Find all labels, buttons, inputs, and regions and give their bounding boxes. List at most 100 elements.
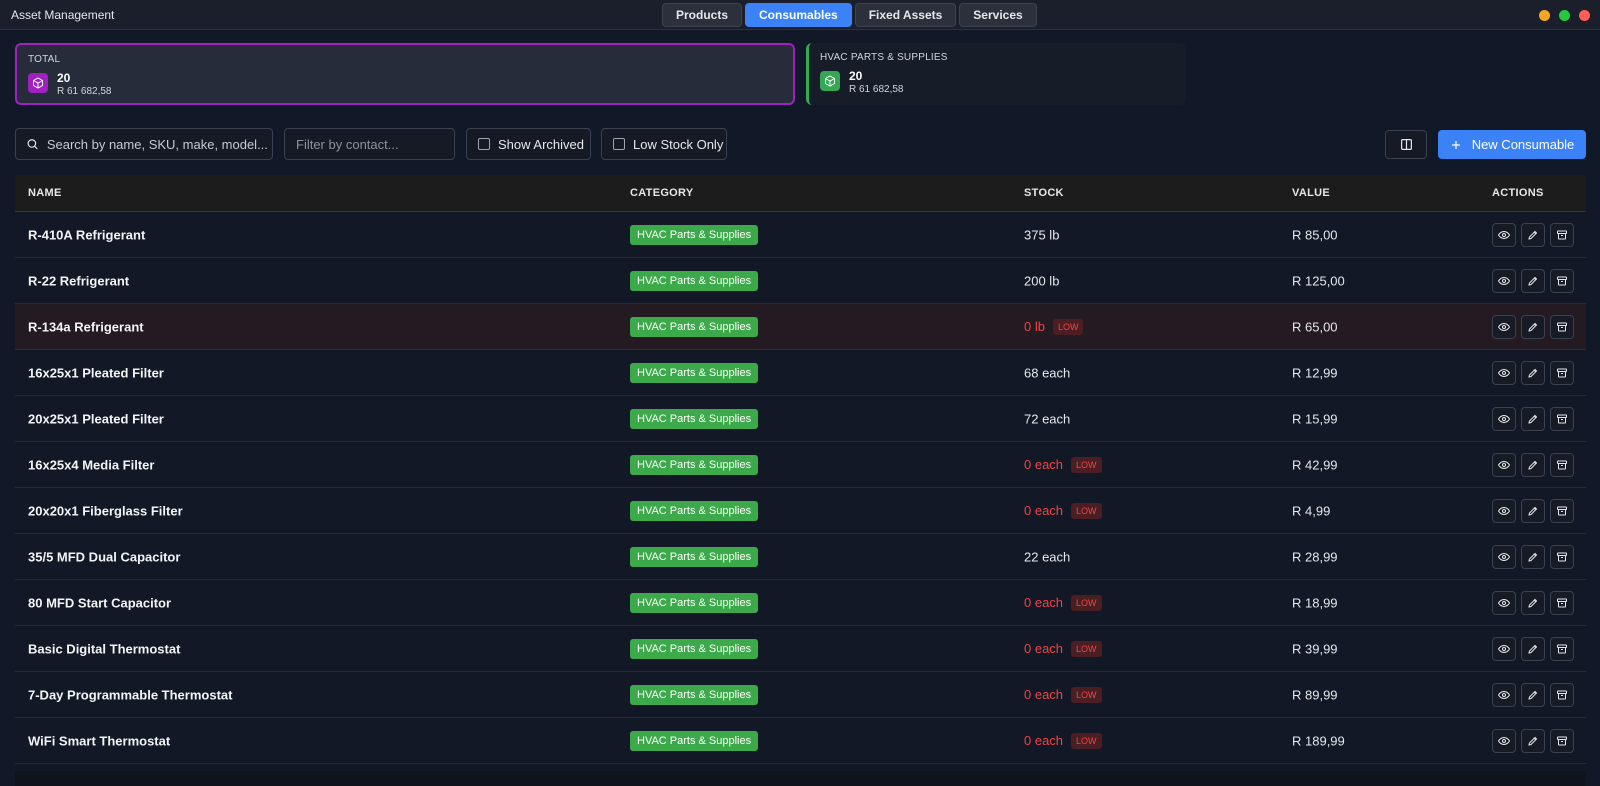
table-row[interactable]: 20x25x1 Pleated Filter HVAC Parts & Supp… bbox=[15, 396, 1586, 442]
contact-filter-input[interactable] bbox=[296, 136, 454, 152]
archive-button[interactable] bbox=[1550, 636, 1574, 661]
view-button[interactable] bbox=[1492, 498, 1516, 523]
edit-button[interactable] bbox=[1521, 222, 1545, 247]
view-button[interactable] bbox=[1492, 360, 1516, 385]
column-layout-button[interactable] bbox=[1385, 130, 1427, 159]
view-button[interactable] bbox=[1492, 590, 1516, 615]
low-stock-label: Low Stock Only bbox=[633, 136, 724, 152]
row-stock: 0 each LOW bbox=[1024, 502, 1102, 519]
row-value: R 125,00 bbox=[1292, 273, 1345, 288]
table-row[interactable]: R-410A Refrigerant HVAC Parts & Supplies… bbox=[15, 212, 1586, 258]
archive-button[interactable] bbox=[1550, 406, 1574, 431]
tab-services[interactable]: Services bbox=[959, 3, 1037, 27]
row-name: R-410A Refrigerant bbox=[28, 227, 146, 242]
eye-icon bbox=[1498, 689, 1510, 701]
header-name[interactable]: NAME bbox=[28, 187, 62, 199]
table-row[interactable]: R-22 Refrigerant HVAC Parts & Supplies 2… bbox=[15, 258, 1586, 304]
summary-card-total[interactable]: TOTAL 20 R 61 682,58 bbox=[15, 43, 795, 105]
row-name: 16x25x4 Media Filter bbox=[28, 457, 155, 472]
edit-button[interactable] bbox=[1521, 544, 1545, 569]
edit-button[interactable] bbox=[1521, 360, 1545, 385]
table-row[interactable]: 7-Day Programmable Thermostat HVAC Parts… bbox=[15, 672, 1586, 718]
archive-icon bbox=[1556, 229, 1568, 241]
maximize-button[interactable] bbox=[1559, 10, 1570, 21]
row-value: R 28,99 bbox=[1292, 549, 1338, 564]
header-actions: ACTIONS bbox=[1492, 187, 1544, 199]
eye-icon bbox=[1498, 735, 1510, 747]
view-button[interactable] bbox=[1492, 682, 1516, 707]
row-stock: 0 each LOW bbox=[1024, 732, 1102, 749]
edit-button[interactable] bbox=[1521, 406, 1545, 431]
view-button[interactable] bbox=[1492, 636, 1516, 661]
row-category: HVAC Parts & Supplies bbox=[630, 224, 759, 245]
view-button[interactable] bbox=[1492, 452, 1516, 477]
archive-button[interactable] bbox=[1550, 452, 1574, 477]
row-stock: 22 each bbox=[1024, 549, 1070, 564]
edit-button[interactable] bbox=[1521, 682, 1545, 707]
view-button[interactable] bbox=[1492, 268, 1516, 293]
header-category[interactable]: CATEGORY bbox=[630, 187, 694, 199]
row-actions bbox=[1492, 498, 1574, 523]
table-row[interactable]: 35/5 MFD Dual Capacitor HVAC Parts & Sup… bbox=[15, 534, 1586, 580]
view-button[interactable] bbox=[1492, 222, 1516, 247]
tab-fixed-assets[interactable]: Fixed Assets bbox=[854, 3, 957, 27]
show-archived-checkbox[interactable] bbox=[478, 138, 490, 150]
row-stock: 0 each LOW bbox=[1024, 594, 1102, 611]
view-button[interactable] bbox=[1492, 544, 1516, 569]
edit-button[interactable] bbox=[1521, 268, 1545, 293]
edit-button[interactable] bbox=[1521, 590, 1545, 615]
archive-button[interactable] bbox=[1550, 314, 1574, 339]
archive-button[interactable] bbox=[1550, 498, 1574, 523]
archive-button[interactable] bbox=[1550, 544, 1574, 569]
search-input[interactable] bbox=[46, 136, 272, 152]
row-actions bbox=[1492, 406, 1574, 431]
archive-button[interactable] bbox=[1550, 222, 1574, 247]
new-consumable-button[interactable]: New Consumable bbox=[1438, 130, 1586, 159]
edit-button[interactable] bbox=[1521, 314, 1545, 339]
row-name: WiFi Smart Thermostat bbox=[28, 733, 171, 748]
header-value[interactable]: VALUE bbox=[1292, 187, 1330, 199]
table-row[interactable]: 20x20x1 Fiberglass Filter HVAC Parts & S… bbox=[15, 488, 1586, 534]
row-stock: 68 each bbox=[1024, 365, 1070, 380]
table-body: R-410A Refrigerant HVAC Parts & Supplies… bbox=[15, 212, 1586, 764]
pencil-icon bbox=[1527, 275, 1539, 287]
view-button[interactable] bbox=[1492, 314, 1516, 339]
edit-button[interactable] bbox=[1521, 498, 1545, 523]
low-stock-badge: LOW bbox=[1071, 640, 1102, 657]
edit-button[interactable] bbox=[1521, 728, 1545, 753]
close-button[interactable] bbox=[1579, 10, 1590, 21]
row-name: 20x20x1 Fiberglass Filter bbox=[28, 503, 183, 518]
tab-consumables[interactable]: Consumables bbox=[745, 3, 852, 27]
pencil-icon bbox=[1527, 735, 1539, 747]
archive-button[interactable] bbox=[1550, 268, 1574, 293]
stock-text: 0 each bbox=[1024, 733, 1064, 748]
summary-card-hvac[interactable]: HVAC PARTS & SUPPLIES 20 R 61 682,58 bbox=[806, 43, 1186, 105]
view-button[interactable] bbox=[1492, 728, 1516, 753]
table-row[interactable]: 80 MFD Start Capacitor HVAC Parts & Supp… bbox=[15, 580, 1586, 626]
category-badge: HVAC Parts & Supplies bbox=[630, 730, 759, 751]
low-stock-toggle[interactable]: Low Stock Only bbox=[601, 128, 727, 160]
table-row[interactable]: 16x25x1 Pleated Filter HVAC Parts & Supp… bbox=[15, 350, 1586, 396]
table-row[interactable]: 16x25x4 Media Filter HVAC Parts & Suppli… bbox=[15, 442, 1586, 488]
table-row[interactable]: Basic Digital Thermostat HVAC Parts & Su… bbox=[15, 626, 1586, 672]
archive-button[interactable] bbox=[1550, 728, 1574, 753]
archive-button[interactable] bbox=[1550, 360, 1574, 385]
low-stock-checkbox[interactable] bbox=[613, 138, 625, 150]
tab-products[interactable]: Products bbox=[662, 3, 743, 27]
archive-button[interactable] bbox=[1550, 682, 1574, 707]
eye-icon bbox=[1498, 275, 1510, 287]
view-button[interactable] bbox=[1492, 406, 1516, 431]
edit-button[interactable] bbox=[1521, 452, 1545, 477]
archive-icon bbox=[1556, 367, 1568, 379]
card-label: TOTAL bbox=[28, 54, 61, 65]
table-row[interactable]: R-134a Refrigerant HVAC Parts & Supplies… bbox=[15, 304, 1586, 350]
row-category: HVAC Parts & Supplies bbox=[630, 316, 759, 337]
category-badge: HVAC Parts & Supplies bbox=[630, 500, 759, 521]
header-stock[interactable]: STOCK bbox=[1024, 187, 1064, 199]
edit-button[interactable] bbox=[1521, 636, 1545, 661]
show-archived-toggle[interactable]: Show Archived bbox=[466, 128, 591, 160]
table-row[interactable]: WiFi Smart Thermostat HVAC Parts & Suppl… bbox=[15, 718, 1586, 764]
row-name: R-134a Refrigerant bbox=[28, 319, 144, 334]
archive-button[interactable] bbox=[1550, 590, 1574, 615]
minimize-button[interactable] bbox=[1539, 10, 1550, 21]
